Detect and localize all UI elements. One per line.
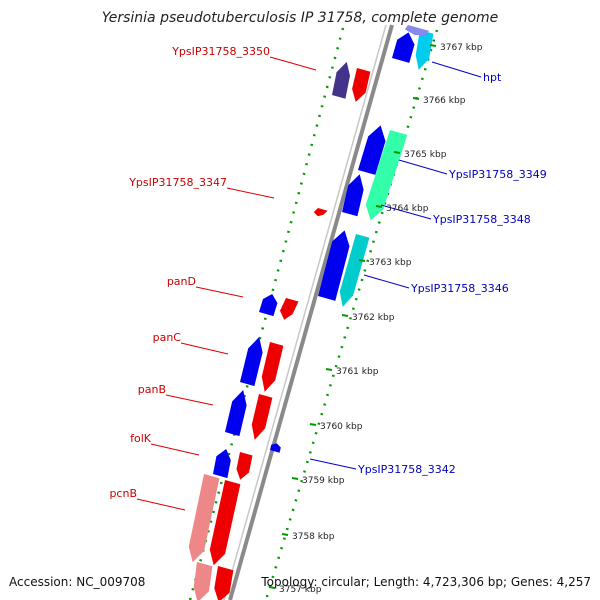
right-gene-label: YpsIP31758_3346 <box>410 282 509 295</box>
gene-top-pale <box>404 25 430 36</box>
gene-YpsIP31758_3342 <box>270 443 281 453</box>
accession-text: Accession: NC_009708 <box>9 575 146 589</box>
gene-YpsIP31758_3347 <box>313 208 328 217</box>
right-gene-label: YpsIP31758_3348 <box>432 213 531 226</box>
gene-panB <box>225 390 247 437</box>
gene-panB-b <box>251 394 273 440</box>
gene-panC <box>240 337 263 387</box>
gene-folK <box>213 449 231 479</box>
tick-label: 3759 kbp <box>302 476 345 486</box>
gene-bottom-a <box>193 562 213 600</box>
tick-label: 3760 kbp <box>320 422 363 432</box>
tick-mark <box>358 259 366 262</box>
tick-mark <box>393 151 401 154</box>
left-label-leader <box>180 342 229 355</box>
left-label-leader <box>150 443 200 456</box>
left-gene-label: YpsIP31758_3347 <box>128 176 227 189</box>
gene-YpsIP31758_3349 <box>358 125 386 175</box>
gene-folK-b <box>236 452 253 480</box>
map-title: Yersinia pseudotuberculosis IP 31758, co… <box>101 10 499 26</box>
gene-bottom-b <box>214 566 234 600</box>
tick-label: 3758 kbp <box>292 532 335 542</box>
backbone-shadow-line <box>223 24 387 600</box>
gene-YpsIP31758_3350-a <box>332 61 350 99</box>
tick-mark <box>281 533 289 536</box>
gene-YpsIP31758_3346-b <box>339 234 370 307</box>
left-gene-label: folK <box>130 432 152 445</box>
left-gene-label: panB <box>138 383 166 396</box>
left-gene-label: pcnB <box>109 487 137 500</box>
backbone-line <box>228 24 394 600</box>
tick-label: 3766 kbp <box>423 96 466 106</box>
tick-label: 3763 kbp <box>369 258 412 268</box>
genome-summary-text: Topology: circular; Length: 4,723,306 bp… <box>261 575 591 589</box>
gene-pcnB-b <box>209 480 241 566</box>
tick-label: 3764 kbp <box>386 204 429 214</box>
right-gene-label: YpsIP31758_3342 <box>357 463 456 476</box>
left-label-leader <box>226 187 275 199</box>
tick-mark <box>268 586 276 589</box>
tick-mark <box>375 205 383 208</box>
right-gene-label: YpsIP31758_3349 <box>448 168 547 181</box>
left-gene-label: YpsIP31758_3350 <box>171 45 270 58</box>
tick-label: 3765 kbp <box>404 150 447 160</box>
right-label-leader <box>398 159 448 175</box>
tick-mark <box>325 368 333 371</box>
left-gene-label: panD <box>167 275 196 288</box>
tick-label: 3761 kbp <box>336 367 379 377</box>
tick-label: 3762 kbp <box>352 313 395 323</box>
tick-mark <box>341 314 349 317</box>
left-label-leader <box>136 498 186 511</box>
tick-mark <box>291 477 299 480</box>
left-gene-label: panC <box>153 331 182 344</box>
gene-hpt <box>415 30 434 70</box>
gene-YpsIP31758_3346-a <box>318 230 350 301</box>
tick-label: 3767 kbp <box>440 43 483 53</box>
gene-top-blue <box>392 32 415 63</box>
gene-panD <box>259 294 278 317</box>
gene-pcnB-a <box>188 474 220 563</box>
left-label-leader <box>195 286 244 298</box>
left-label-leader <box>269 56 317 71</box>
right-gene-label: hpt <box>483 71 502 84</box>
gene-YpsIP31758_3350-b <box>352 68 371 102</box>
gene-panC-b <box>261 342 284 392</box>
gene-panD-b <box>280 298 299 320</box>
right-label-leader <box>309 458 357 470</box>
tick-label: 3757 kbp <box>279 585 322 595</box>
right-label-leader <box>380 204 432 220</box>
tick-mark <box>309 423 317 426</box>
gene-YpsIP31758_3349-b <box>342 174 364 217</box>
tick-mark <box>429 44 437 47</box>
right-label-leader <box>363 274 410 289</box>
left-label-leader <box>165 394 214 406</box>
tick-mark <box>412 97 420 100</box>
right-label-leader <box>431 61 482 78</box>
